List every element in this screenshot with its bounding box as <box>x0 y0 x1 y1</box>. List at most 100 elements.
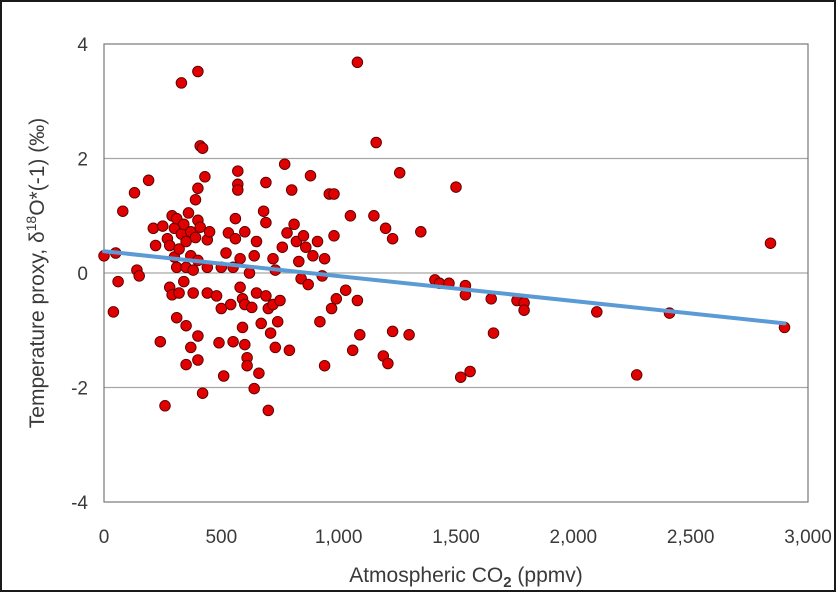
data-point <box>232 184 244 196</box>
data-point <box>464 365 476 378</box>
data-point <box>260 176 272 189</box>
data-point <box>403 329 415 341</box>
data-point <box>283 344 296 357</box>
data-point <box>454 371 467 383</box>
data-point <box>234 281 246 294</box>
data-point <box>248 382 260 395</box>
data-point <box>192 330 204 342</box>
trend-line <box>102 249 787 326</box>
data-point <box>154 335 167 348</box>
data-point <box>591 306 603 318</box>
data-point <box>173 243 185 255</box>
y-tick-label: 0 <box>77 264 88 285</box>
data-point <box>196 142 209 154</box>
data-point <box>304 169 317 182</box>
data-point <box>180 319 192 332</box>
data-point <box>173 287 185 299</box>
data-point <box>217 370 230 382</box>
data-point <box>210 290 223 302</box>
data-point <box>224 298 237 311</box>
y-axis-label: Temperature proxy, δ18O*(-1) (‰) <box>23 118 49 428</box>
data-point <box>142 174 155 187</box>
data-point <box>297 230 310 242</box>
data-point <box>187 287 199 299</box>
data-point <box>213 337 225 349</box>
data-point <box>196 387 209 399</box>
data-point <box>170 311 183 324</box>
data-point <box>246 301 258 314</box>
data-point <box>379 222 392 235</box>
data-point <box>189 231 202 244</box>
data-point <box>192 182 204 195</box>
data-point <box>175 77 188 89</box>
x-tick-label: 1,500 <box>432 527 480 548</box>
x-tick-label: 0 <box>99 527 110 548</box>
x-tick-label: 3,000 <box>784 527 832 548</box>
data-point <box>351 294 364 307</box>
data-point <box>192 65 204 78</box>
data-point <box>328 230 340 242</box>
data-point <box>192 354 204 366</box>
data-point <box>278 158 291 170</box>
data-point <box>159 400 171 412</box>
data-point <box>220 247 232 259</box>
data-point <box>450 181 462 193</box>
data-point <box>133 270 145 282</box>
data-point <box>344 210 357 222</box>
data-point <box>178 218 190 231</box>
y-tick-label: -4 <box>71 493 88 514</box>
data-point <box>239 338 251 351</box>
data-point <box>185 341 197 354</box>
data-point <box>234 252 246 265</box>
data-point <box>257 205 270 217</box>
data-point <box>311 235 324 248</box>
data-point <box>264 327 277 339</box>
data-point <box>271 315 284 328</box>
x-tick-label: 1,000 <box>315 527 363 548</box>
x-tick-label: 2,500 <box>667 527 715 548</box>
data-point <box>288 218 300 231</box>
data-point <box>346 344 359 357</box>
x-tick-labels: 0 500 1,000 1,500 2,000 2,500 3,000 <box>99 527 832 548</box>
data-point <box>229 212 242 225</box>
data-point <box>260 290 272 302</box>
data-point <box>107 306 120 318</box>
data-point <box>189 193 202 206</box>
data-point <box>156 220 169 232</box>
data-point <box>227 335 239 348</box>
data-point <box>147 222 160 235</box>
data-point <box>485 293 497 305</box>
data-point <box>314 315 326 328</box>
data-point <box>250 235 263 248</box>
data-point <box>368 210 380 222</box>
data-point <box>325 302 338 315</box>
data-point <box>260 216 272 229</box>
data-point <box>351 56 364 69</box>
y-tick-label: 4 <box>77 35 88 56</box>
data-point <box>318 252 331 265</box>
data-point <box>229 232 242 245</box>
data-point <box>241 359 253 372</box>
data-point <box>518 304 530 316</box>
data-point <box>128 187 141 199</box>
data-point <box>293 255 305 268</box>
data-point <box>117 205 129 217</box>
data-point <box>382 357 394 370</box>
x-tick-label: 500 <box>205 527 237 548</box>
data-point <box>262 404 275 417</box>
data-point <box>112 275 124 288</box>
data-point <box>487 327 500 339</box>
y-tick-label: -2 <box>71 379 88 400</box>
plot-area-border <box>103 43 809 503</box>
data-point <box>243 267 256 279</box>
data-point <box>370 136 382 149</box>
data-point <box>276 241 289 253</box>
data-point <box>281 227 293 239</box>
data-point <box>386 232 399 245</box>
data-point <box>328 188 340 200</box>
data-point <box>630 369 643 381</box>
data-point <box>232 165 244 177</box>
data-point <box>199 171 211 183</box>
data-point <box>318 359 331 372</box>
